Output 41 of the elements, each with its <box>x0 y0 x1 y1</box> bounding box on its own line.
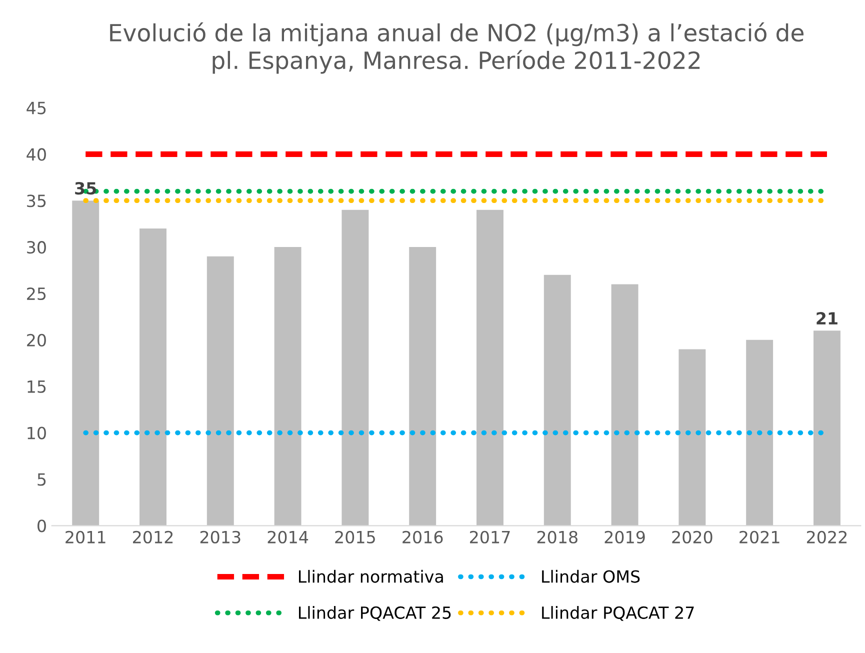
x-tick-label: 2015 <box>335 530 375 544</box>
x-tick-label: 2016 <box>402 530 443 544</box>
y-tick-label: 35 <box>27 194 46 208</box>
legend-label: Llindar OMS <box>542 570 640 583</box>
x-tick-label: 2019 <box>604 530 645 544</box>
bar <box>813 330 840 526</box>
bar <box>476 210 504 526</box>
bar <box>544 274 571 526</box>
bar <box>140 228 166 526</box>
bar <box>206 256 234 526</box>
x-tick-label: 2013 <box>200 530 240 544</box>
x-tick-label: 2018 <box>537 530 578 544</box>
data-label: 35 <box>75 182 96 195</box>
legend-label: Llindar PQACAT 27 <box>542 606 694 621</box>
y-tick-label: 30 <box>27 241 46 254</box>
x-tick-label: 2011 <box>66 530 106 544</box>
x-tick-label: 2021 <box>740 530 780 544</box>
bar <box>274 247 302 526</box>
bar <box>746 340 774 526</box>
y-tick-label: 20 <box>27 334 46 346</box>
y-tick-label: 25 <box>27 287 46 300</box>
bar <box>342 210 369 526</box>
x-tick-label: 2012 <box>133 530 173 544</box>
x-tick-label: 2020 <box>672 530 712 544</box>
x-tick-label: 2017 <box>470 530 510 544</box>
y-tick-label: 5 <box>38 473 46 486</box>
y-tick-label: 15 <box>28 380 46 393</box>
data-label: 21 <box>816 312 838 324</box>
legend-label: Llindar PQACAT 25 <box>298 606 451 621</box>
y-tick-label: 45 <box>26 102 46 114</box>
legend-label: Llindar normativa <box>298 570 443 583</box>
x-tick-label: 2022 <box>806 530 847 544</box>
chart-title: Evolució de la mitjana anual de NO2 (µg/m3) a l’estació de pl. Espanya, Manresa. Període 2011-2022 <box>110 22 804 74</box>
bar <box>678 349 706 526</box>
bar <box>409 247 436 526</box>
y-tick-label: 40 <box>26 148 46 161</box>
y-tick-label: 10 <box>28 426 46 440</box>
x-tick-label: 2014 <box>268 530 308 544</box>
bar <box>72 200 100 526</box>
y-tick-label: 0 <box>38 520 46 532</box>
bar <box>611 284 638 526</box>
